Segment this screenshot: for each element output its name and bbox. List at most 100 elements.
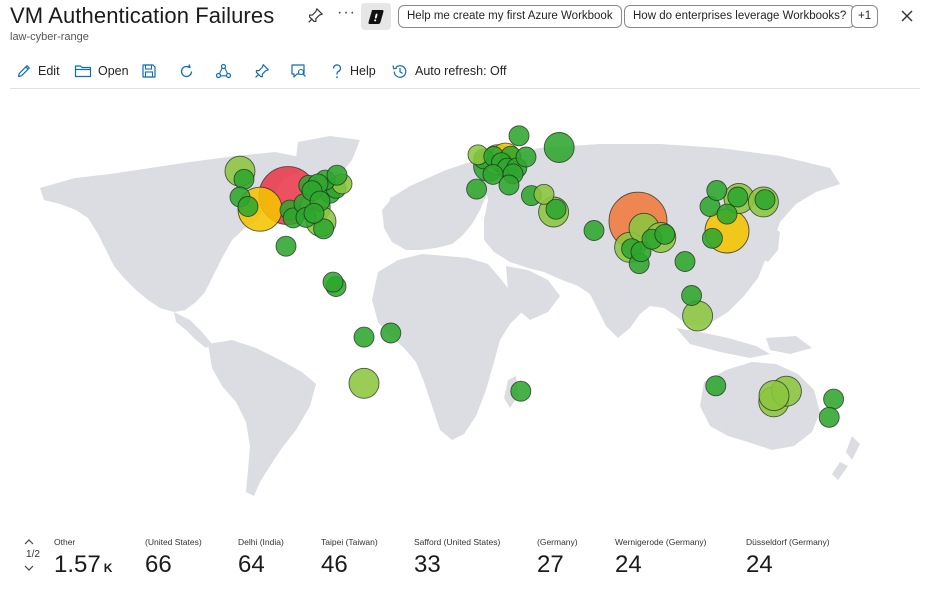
- map-bubble[interactable]: [727, 186, 749, 208]
- land-south-america: [208, 340, 316, 496]
- tile-taipei[interactable]: Taipei (Taiwan) 46: [321, 537, 378, 579]
- tile-other[interactable]: Other 1.57 K: [54, 537, 112, 579]
- tile-safford[interactable]: Safford (United States) 33: [414, 537, 500, 579]
- land-japan: [760, 226, 780, 262]
- suggestion-chip-enterprises[interactable]: How do enterprises leverage Workbooks?: [624, 5, 856, 28]
- map-bubble[interactable]: [313, 218, 335, 240]
- land-uk: [388, 194, 402, 218]
- share-button[interactable]: [215, 60, 238, 82]
- map-bubble[interactable]: [353, 326, 375, 348]
- open-label: Open: [98, 64, 129, 78]
- map-bubble[interactable]: [233, 168, 255, 190]
- map-bubble[interactable]: [348, 367, 380, 399]
- pin-icon[interactable]: [306, 7, 324, 25]
- map-bubble[interactable]: [508, 125, 530, 147]
- land-greenland: [296, 136, 360, 186]
- land-africa: [372, 254, 524, 440]
- tile-value: 1.57: [54, 551, 101, 578]
- map-bubble[interactable]: [583, 220, 605, 241]
- help-label: Help: [350, 64, 376, 78]
- land-arabia: [506, 266, 560, 320]
- map-bubble[interactable]: [545, 198, 567, 220]
- tile-label: Delhi (India): [238, 537, 284, 547]
- map-bubble[interactable]: [681, 285, 703, 306]
- map-bubble[interactable]: [533, 183, 555, 205]
- world-map[interactable]: [0, 100, 926, 520]
- tile-label: Other: [54, 537, 76, 547]
- feedback-button[interactable]: [290, 60, 314, 82]
- pencil-icon: [17, 65, 30, 78]
- tile-value: 24: [746, 551, 773, 578]
- tile-value: 24: [615, 551, 642, 578]
- tile-value: 64: [238, 551, 265, 578]
- land-new-guinea: [766, 336, 812, 354]
- tile-value: 46: [321, 551, 348, 578]
- map-bubble[interactable]: [515, 146, 537, 168]
- copilot-icon: [368, 9, 384, 24]
- map-bubble[interactable]: [705, 375, 727, 397]
- map-bubble[interactable]: [326, 164, 348, 186]
- pin-icon: [255, 63, 269, 78]
- close-icon[interactable]: [898, 7, 916, 25]
- map-bubble[interactable]: [706, 180, 728, 201]
- tile-wernigerode[interactable]: Wernigerode (Germany) 24: [615, 537, 707, 579]
- map-bubble[interactable]: [674, 251, 696, 272]
- bubble-layer: [224, 125, 845, 428]
- map-bubble[interactable]: [275, 235, 297, 257]
- tile-delhi[interactable]: Delhi (India) 64: [238, 537, 284, 579]
- map-bubble[interactable]: [482, 163, 504, 185]
- tile-label: (United States): [145, 537, 202, 547]
- pin-toolbar-button[interactable]: [253, 60, 276, 82]
- map-bubble[interactable]: [303, 202, 325, 224]
- tile-united-states[interactable]: (United States) 66: [145, 537, 202, 579]
- copilot-button[interactable]: [361, 3, 391, 30]
- map-bubble[interactable]: [823, 388, 845, 410]
- history-icon: [392, 64, 407, 78]
- auto-refresh-button[interactable]: Auto refresh: Off: [391, 60, 506, 82]
- edit-label: Edit: [38, 64, 60, 78]
- save-button[interactable]: [141, 60, 163, 82]
- map-bubble[interactable]: [466, 178, 488, 200]
- help-button[interactable]: Help: [330, 60, 376, 82]
- map-bubble[interactable]: [818, 406, 840, 428]
- tile-germany[interactable]: (Germany) 27: [537, 537, 578, 579]
- tile-value: 33: [414, 551, 441, 578]
- map-bubble[interactable]: [380, 322, 402, 344]
- land-north-america: [40, 152, 305, 312]
- toolbar-divider: [10, 88, 920, 89]
- map-bubble[interactable]: [758, 380, 790, 412]
- map-bubble[interactable]: [682, 300, 714, 332]
- map-bubble[interactable]: [510, 380, 532, 402]
- edit-button[interactable]: Edit: [16, 60, 60, 82]
- refresh-button[interactable]: [178, 60, 201, 82]
- map-bubble[interactable]: [498, 174, 520, 196]
- tile-label: Taipei (Taiwan): [321, 537, 378, 547]
- tile-pager: 1/2: [22, 536, 44, 574]
- map-bubble[interactable]: [754, 189, 776, 211]
- suggestion-chip-more[interactable]: +1: [851, 5, 879, 28]
- page-title: VM Authentication Failures: [10, 3, 275, 28]
- chevron-down-icon[interactable]: [22, 562, 36, 574]
- map-bubble[interactable]: [237, 196, 259, 217]
- tile-dusseldorf[interactable]: Düsseldorf (Germany) 24: [746, 537, 830, 579]
- map-bubble[interactable]: [543, 132, 575, 163]
- pager-label: 1/2: [26, 549, 40, 560]
- auto-refresh-label: Auto refresh: Off: [415, 64, 507, 78]
- save-icon: [142, 64, 156, 78]
- tile-label: Düsseldorf (Germany): [746, 537, 830, 547]
- tile-value: 66: [145, 551, 172, 578]
- more-options-button[interactable]: ···: [337, 4, 356, 21]
- land-central-america: [174, 312, 212, 348]
- tile-value: 27: [537, 551, 564, 578]
- land-indonesia: [676, 328, 770, 358]
- open-button[interactable]: Open: [74, 60, 129, 82]
- map-bubble[interactable]: [701, 227, 723, 249]
- suggestion-chip-create-workbook[interactable]: Help me create my first Azure Workbook: [398, 5, 622, 28]
- map-bubble[interactable]: [654, 223, 676, 245]
- chevron-up-icon[interactable]: [22, 536, 36, 548]
- tile-strip: 1/2 Other 1.57 K (United States) 66 Delhi…: [0, 530, 926, 607]
- map-bubble[interactable]: [716, 203, 738, 225]
- map-bubble[interactable]: [322, 271, 344, 293]
- feedback-icon: [291, 63, 306, 78]
- tile-label: (Germany): [537, 537, 578, 547]
